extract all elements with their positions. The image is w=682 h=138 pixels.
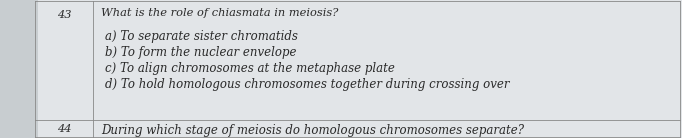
Text: 43: 43 <box>57 10 71 20</box>
Text: d) To hold homologous chromosomes together during crossing over: d) To hold homologous chromosomes togeth… <box>105 78 509 91</box>
Text: c) To align chromosomes at the metaphase plate: c) To align chromosomes at the metaphase… <box>105 62 395 75</box>
Text: During which stage of meiosis do homologous chromosomes separate?: During which stage of meiosis do homolog… <box>101 124 524 137</box>
FancyBboxPatch shape <box>0 0 38 138</box>
FancyBboxPatch shape <box>35 0 682 138</box>
Text: What is the role of chiasmata in meiosis?: What is the role of chiasmata in meiosis… <box>101 8 338 18</box>
Text: 44: 44 <box>57 124 71 134</box>
Text: b) To form the nuclear envelope: b) To form the nuclear envelope <box>105 46 297 59</box>
Text: a) To separate sister chromatids: a) To separate sister chromatids <box>105 30 298 43</box>
